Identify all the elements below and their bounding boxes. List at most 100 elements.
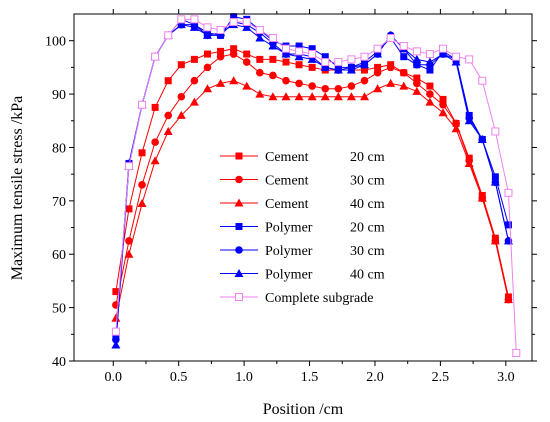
y-tick-label: 60 — [52, 248, 66, 263]
data-point — [425, 57, 435, 66]
data-point — [307, 92, 317, 101]
legend-label: Complete subgrade — [265, 291, 373, 306]
data-point — [307, 54, 317, 63]
data-point — [124, 249, 134, 258]
legend-item-cement-40-cm: Cement 40 cm — [220, 197, 385, 212]
data-point — [151, 138, 159, 146]
data-point — [203, 23, 212, 32]
y-axis-title: Maximum tensile stress /kPa — [9, 96, 26, 280]
data-point — [321, 58, 330, 67]
plot-frame — [73, 13, 533, 362]
data-point — [399, 42, 408, 51]
data-point — [112, 288, 120, 296]
data-point — [243, 50, 251, 58]
data-point — [242, 22, 252, 31]
data-point — [360, 92, 370, 101]
data-point — [111, 327, 120, 336]
data-point — [504, 188, 513, 197]
data-point — [282, 58, 290, 66]
data-point — [373, 68, 382, 77]
data-point — [137, 199, 147, 208]
legend-item-cement-20-cm: Cement 20 cm — [220, 150, 385, 165]
legend-item-cement-30-cm: Cement 30 cm — [220, 174, 385, 189]
legend-label: Polymer — [265, 244, 313, 259]
data-point — [125, 237, 133, 245]
data-point — [256, 68, 264, 77]
data-point — [269, 71, 277, 80]
legend-marker — [234, 269, 244, 277]
data-point — [268, 92, 278, 101]
y-tick-label: 100 — [45, 35, 66, 50]
data-point — [490, 236, 500, 245]
data-point — [503, 295, 513, 304]
legend-item-polymer-30-cm: Polymer 30 cm — [220, 244, 385, 259]
data-point — [138, 181, 146, 189]
data-point — [347, 55, 356, 64]
data-point — [281, 92, 291, 101]
data-point — [360, 60, 370, 69]
data-point — [426, 90, 434, 98]
y-tick-label: 80 — [52, 141, 66, 156]
legend-marker — [235, 175, 243, 184]
data-point — [177, 61, 185, 69]
data-point — [242, 58, 251, 66]
data-point — [451, 124, 461, 133]
data-point — [491, 127, 500, 136]
data-point — [321, 84, 330, 93]
data-point — [202, 30, 212, 39]
data-point — [439, 100, 447, 109]
data-point — [268, 41, 278, 50]
data-point — [255, 89, 265, 98]
data-point — [512, 348, 521, 357]
series-cement-40-cm — [111, 76, 513, 322]
data-point — [281, 44, 290, 53]
data-point — [439, 44, 448, 53]
legend-thickness: 30 cm — [350, 174, 385, 189]
data-point — [256, 55, 264, 63]
x-tick-label: 1.0 — [235, 370, 253, 385]
legend-thickness: 20 cm — [350, 221, 385, 236]
data-point — [230, 45, 238, 53]
data-point — [346, 65, 356, 74]
legend-thickness: 40 cm — [350, 197, 385, 212]
data-point — [269, 55, 277, 63]
x-axis-title: Position /cm — [263, 401, 344, 418]
data-point — [282, 76, 290, 85]
data-point — [360, 76, 369, 85]
data-point — [504, 221, 512, 229]
data-point — [190, 15, 199, 24]
data-point — [451, 57, 461, 66]
data-point — [400, 53, 408, 61]
legend-thickness: 40 cm — [350, 268, 385, 283]
data-point — [229, 76, 239, 85]
data-point — [490, 177, 500, 186]
data-point — [229, 50, 238, 58]
data-point — [281, 49, 291, 58]
data-point — [413, 74, 421, 82]
data-point — [216, 52, 225, 61]
data-point — [217, 47, 225, 55]
y-tick-label: 90 — [52, 88, 66, 103]
data-point — [111, 313, 121, 322]
data-point — [361, 66, 369, 74]
data-point — [320, 62, 330, 71]
data-point — [150, 156, 160, 165]
data-point — [491, 173, 499, 181]
plot-series — [111, 13, 521, 357]
data-point — [425, 50, 434, 59]
x-tick-label: 2.5 — [432, 370, 450, 385]
data-point — [190, 76, 199, 85]
data-point — [230, 13, 238, 21]
data-point — [425, 97, 435, 106]
data-point — [477, 134, 487, 143]
data-point — [477, 193, 487, 202]
legend-label: Cement — [265, 197, 309, 212]
legend-thickness: 20 cm — [350, 150, 385, 165]
legend-marker — [235, 246, 243, 254]
data-point — [346, 92, 356, 101]
legend-label: Polymer — [265, 221, 313, 236]
data-point — [151, 52, 160, 61]
data-point — [125, 205, 133, 213]
data-point — [412, 54, 422, 63]
